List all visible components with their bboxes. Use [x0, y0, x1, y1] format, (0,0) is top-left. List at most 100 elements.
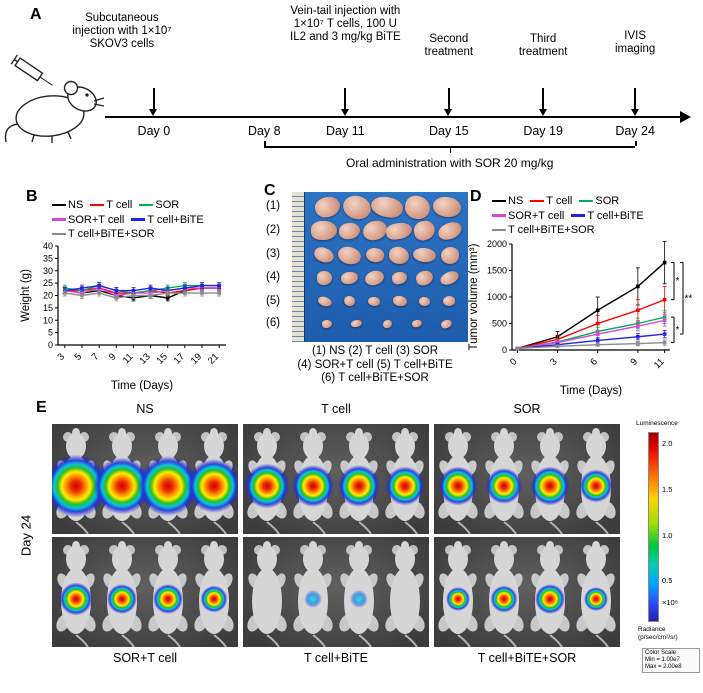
tumor-specimen	[385, 220, 414, 242]
ivis-image	[56, 541, 234, 647]
legend-label: T cell+BiTE	[587, 209, 644, 222]
colorbar	[648, 432, 659, 622]
tumor-chart-legend: NS T cell SOR SOR+T cell T cell+BiTE T cell+B…	[492, 194, 698, 238]
series-line	[64, 287, 220, 297]
data-point	[165, 296, 170, 300]
ivis-group-label: SOR	[513, 402, 541, 416]
timeline-day-label: Day 15	[429, 124, 469, 138]
x-tick-label: 21	[206, 351, 221, 366]
legend-label: NS	[68, 199, 84, 211]
legend-item: NS	[52, 199, 83, 211]
y-axis-label: Tumor volume (mm³)	[468, 243, 480, 350]
x-tick-label: 11	[121, 351, 136, 366]
tumor-specimen	[311, 193, 343, 221]
colorbar-title: Luminescence	[636, 420, 678, 427]
luminescence-spot	[584, 587, 608, 611]
tumor-specimen	[364, 246, 385, 264]
colorbar-scale-box: Color Scale Min = 1.00e7 Max = 2.00e8	[642, 648, 700, 673]
data-point	[636, 334, 640, 339]
data-point	[217, 291, 221, 295]
data-point	[114, 296, 119, 300]
colorbar-footer-line-2: (p/sec/cm²/sr)	[638, 633, 678, 641]
legend-item: SOR	[579, 195, 619, 207]
legend-swatch	[571, 214, 586, 217]
legend-label: NS	[508, 195, 524, 207]
y-tick-label: 1500	[487, 266, 507, 276]
colorbar-tick-label: 1.5	[662, 485, 673, 494]
data-point	[636, 284, 640, 289]
ivis-image	[438, 541, 616, 647]
tumor-row-label: (5)	[266, 294, 281, 307]
tumor-specimen	[369, 193, 405, 221]
tumor-specimen	[364, 269, 385, 287]
luminescence-spot	[200, 585, 228, 613]
data-point	[200, 291, 204, 295]
timeline-day-label: Day 8	[247, 124, 281, 138]
ruler-icon	[292, 192, 305, 342]
x-tick-label: 17	[172, 351, 187, 366]
legend-swatch	[90, 203, 105, 207]
tumor-photo	[292, 192, 468, 342]
data-point	[636, 324, 640, 328]
x-tick-label: 9	[107, 351, 119, 363]
tumor-specimen	[361, 219, 388, 243]
ivis-group-label: SOR+T cell	[112, 651, 178, 665]
tumor-specimen	[411, 319, 423, 329]
legend-swatch	[492, 199, 506, 203]
colorbar-scale-line-2: Min = 1.00e7	[645, 657, 680, 663]
ivis-group-label: NS	[136, 402, 154, 416]
y-tick-label: 1000	[487, 292, 507, 302]
data-point	[131, 293, 136, 298]
data-point	[595, 332, 600, 336]
data-point	[555, 340, 560, 345]
tumor-specimen	[388, 245, 411, 265]
timeline-event-arrow	[447, 88, 450, 110]
luminescence-spot	[350, 590, 368, 608]
x-tick-label: 13	[137, 351, 152, 366]
colorbar-tick-label: 2.0	[662, 439, 673, 449]
data-point	[595, 321, 600, 326]
series-line	[64, 284, 220, 294]
oral-admin-label: Oral administration with SOR 20 mg/kg	[345, 156, 554, 170]
legend-label: SOR	[155, 199, 180, 211]
legend-label: SOR+T cell	[68, 213, 125, 226]
legend-label: T cell	[546, 195, 573, 207]
tumor-specimen	[338, 222, 361, 240]
tumor-specimen	[340, 192, 374, 223]
legend-swatch	[492, 214, 506, 217]
colorbar-scale-line-3: Max = 2.00e8	[645, 664, 682, 670]
x-tick-label: 11	[652, 356, 667, 371]
timeline-event-arrowhead-icon	[538, 109, 547, 116]
legend-label: SOR+T cell	[508, 209, 565, 222]
y-tick-label: 30	[43, 266, 53, 276]
timeline-day-label: Day 11	[326, 124, 365, 138]
data-point	[662, 297, 667, 302]
y-tick-label: 5	[48, 328, 53, 338]
x-axis-label: Time (Days)	[111, 380, 173, 392]
ivis-image	[244, 428, 425, 534]
data-point	[636, 308, 640, 313]
legend-label: T cell+BiTE+SOR	[68, 228, 155, 240]
luminescence-spot	[385, 466, 425, 506]
timeline-event-arrowhead-icon	[630, 109, 639, 116]
tumor-row-labels: (1) (2) (3) (4) (5) (6)	[266, 192, 290, 342]
y-tick-label: 2000	[487, 239, 507, 249]
x-tick-label: 19	[189, 351, 204, 366]
luminescence-spot	[486, 468, 522, 504]
x-tick-label: 7	[90, 351, 102, 363]
timeline-annotation: Second treatment	[424, 33, 474, 58]
y-tick-label: 500	[492, 319, 507, 329]
legend-item: T cell+BiTE+SOR	[492, 224, 595, 236]
y-axis-label: Weight (g)	[20, 269, 32, 322]
luminescence-spot	[244, 463, 290, 509]
data-point	[183, 286, 187, 290]
tumor-specimen	[350, 319, 364, 329]
tumor-row-label: (6)	[266, 317, 281, 329]
tumor-specimen	[343, 295, 356, 308]
data-point	[131, 288, 136, 293]
legend-swatch	[492, 228, 506, 232]
data-point	[662, 260, 667, 265]
colorbar-exponent: ×10⁸	[662, 598, 678, 607]
legend-label: T cell+BiTE	[147, 213, 204, 226]
